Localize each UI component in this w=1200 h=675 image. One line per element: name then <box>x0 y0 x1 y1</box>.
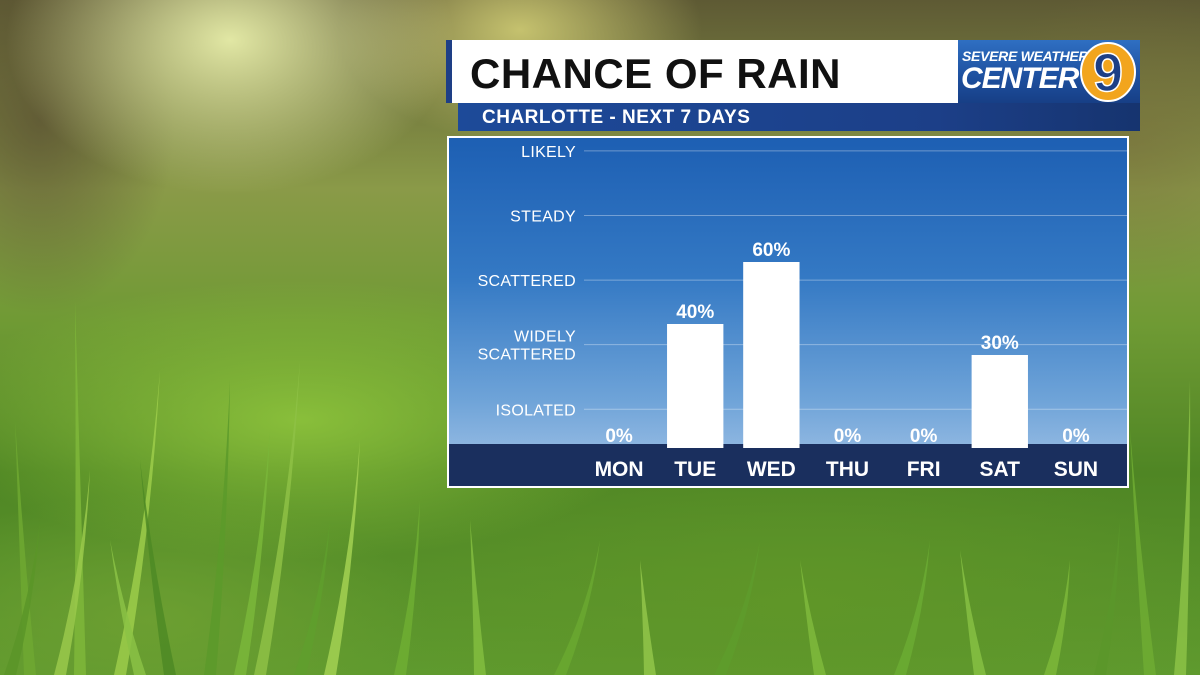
x-tick-label-tue: TUE <box>674 458 716 481</box>
grass-blade <box>54 470 90 675</box>
y-tick-label: SCATTERED <box>478 347 576 364</box>
bar-tue <box>667 324 724 448</box>
grass-blade <box>894 540 930 675</box>
grass-blade <box>324 440 360 675</box>
value-label-wed: 60% <box>752 240 790 261</box>
bar-sat <box>971 355 1028 448</box>
day-label-strip <box>449 444 1127 486</box>
value-label-thu: 0% <box>834 426 862 447</box>
title-bar: CHANCE OF RAIN <box>446 40 958 103</box>
subtitle-bar: CHARLOTTE - NEXT 7 DAYS <box>458 103 1140 131</box>
y-tick-label: STEADY <box>510 209 576 226</box>
y-tick-label: ISOLATED <box>496 402 576 419</box>
grass-blade <box>640 560 656 675</box>
bar-wed <box>743 262 800 448</box>
grass-blade <box>1174 380 1191 675</box>
x-tick-label-sun: SUN <box>1054 458 1098 481</box>
grass-blade <box>114 370 160 675</box>
logo-text-line1: SEVERE WEATHER <box>962 48 1089 64</box>
rain-chance-chart: ISOLATEDWIDELYSCATTEREDSCATTEREDSTEADYLI… <box>478 144 1127 481</box>
grass-blade <box>204 380 230 675</box>
chart-panel: ISOLATED WIDELY SCATTERED SCATTERED STEADY LI… <box>447 136 1129 488</box>
logo-text-line2: CENTER <box>961 62 1079 95</box>
grass-blade <box>74 300 86 675</box>
x-tick-label-wed: WED <box>747 458 796 481</box>
y-tick-label: SCATTERED <box>478 273 576 290</box>
grass-blade <box>234 430 270 675</box>
grass-blade <box>800 560 826 675</box>
grass-blade <box>294 520 330 675</box>
grass-blade <box>140 460 176 675</box>
x-tick-label-fri: FRI <box>907 458 941 481</box>
x-tick-label-thu: THU <box>826 458 869 481</box>
grass-blade <box>1044 560 1070 675</box>
y-tick-label: WIDELY <box>514 329 576 346</box>
chart-subtitle: CHARLOTTE - NEXT 7 DAYS <box>482 107 751 128</box>
grass-blade <box>960 550 986 675</box>
value-label-tue: 40% <box>676 302 714 323</box>
value-label-sat: 30% <box>981 333 1019 354</box>
grass-blade <box>1094 520 1120 675</box>
grass-blade <box>714 540 760 675</box>
grass-blade <box>4 520 40 675</box>
grass-blade <box>394 500 420 675</box>
x-tick-label-mon: MON <box>595 458 644 481</box>
value-label-mon: 0% <box>605 426 633 447</box>
channel-9-logo-icon: 9 <box>1080 42 1136 103</box>
value-label-fri: 0% <box>910 426 938 447</box>
value-label-sun: 0% <box>1062 426 1090 447</box>
chart-title: CHANCE OF RAIN <box>470 50 841 97</box>
grass-blade <box>254 360 300 675</box>
y-tick-label: LIKELY <box>521 144 576 161</box>
x-tick-label-sat: SAT <box>980 458 1021 481</box>
logo-number: 9 <box>1093 43 1123 103</box>
grass-blade <box>470 520 486 675</box>
grass-blade <box>1130 430 1156 675</box>
station-logo: SEVERE WEATHER CENTER 9 <box>958 40 1140 103</box>
grass-blade <box>554 540 600 675</box>
